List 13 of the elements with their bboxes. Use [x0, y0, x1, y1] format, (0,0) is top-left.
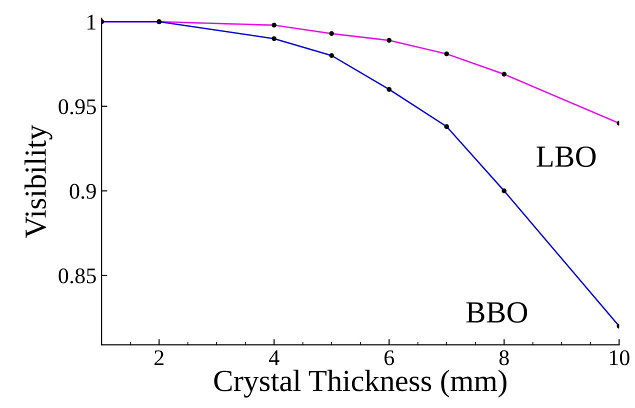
- x-tick-label: 2: [154, 350, 164, 366]
- x-tick-label: 8: [499, 350, 509, 366]
- series-label: BBO: [466, 302, 528, 323]
- y-axis-title: Visibility: [24, 124, 52, 238]
- x-tick-label: 10: [610, 350, 630, 366]
- x-tick-label: 4: [268, 350, 280, 366]
- x-tick-label: 6: [384, 350, 394, 366]
- y-tick-label: 0.95: [58, 99, 96, 114]
- y-tick-label: 0.85: [58, 268, 96, 284]
- series-label: LBO: [536, 146, 596, 167]
- y-tick-label: 0.9: [70, 184, 96, 199]
- y-tick-label: 1: [88, 14, 96, 30]
- x-axis-title: Crystal Thickness (mm): [214, 370, 506, 398]
